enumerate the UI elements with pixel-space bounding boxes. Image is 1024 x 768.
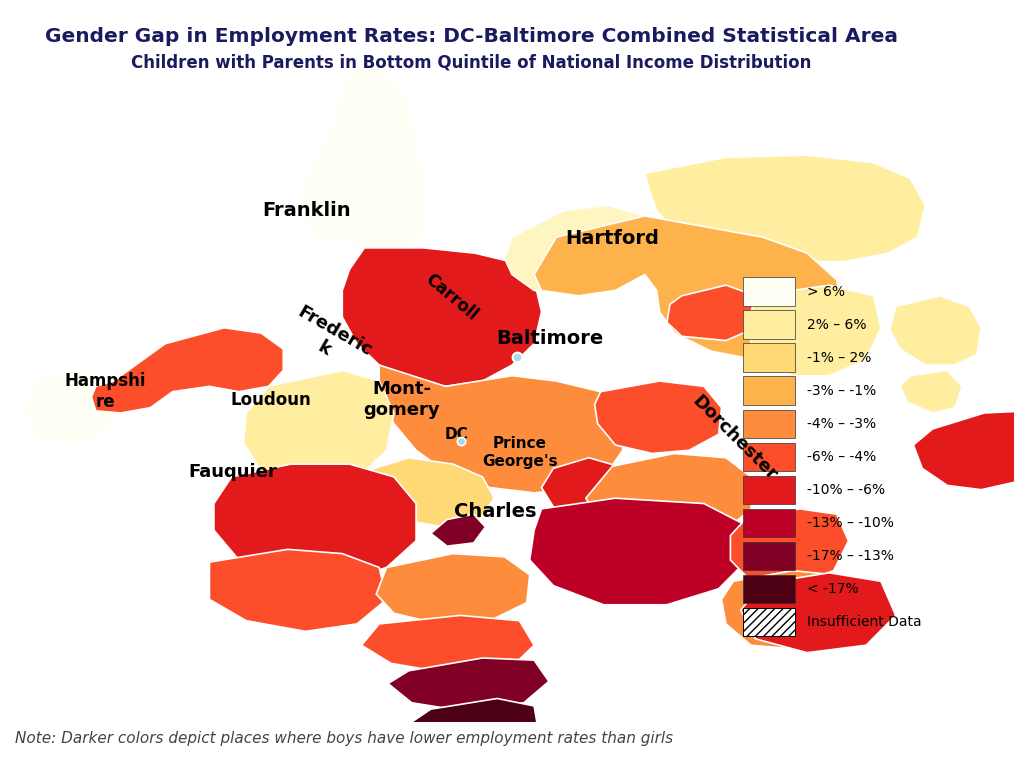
Text: -17% – -13%: -17% – -13% (807, 549, 894, 563)
Text: Dorchester: Dorchester (689, 392, 780, 484)
Text: < -17%: < -17% (807, 582, 859, 596)
Polygon shape (342, 248, 542, 386)
Text: Insufficient Data: Insufficient Data (807, 615, 922, 629)
Polygon shape (890, 296, 981, 365)
Bar (742, 475, 795, 504)
Text: Children with Parents in Bottom Quintile of National Income Distribution: Children with Parents in Bottom Quintile… (131, 54, 811, 71)
Text: Hampshi
re: Hampshi re (65, 372, 146, 411)
Polygon shape (214, 464, 416, 581)
Polygon shape (542, 458, 627, 515)
Text: -1% – 2%: -1% – 2% (807, 351, 871, 365)
Text: Prince
George's: Prince George's (482, 436, 558, 468)
Polygon shape (210, 549, 387, 631)
Text: Gender Gap in Employment Rates: DC-Baltimore Combined Statistical Area: Gender Gap in Employment Rates: DC-Balti… (44, 27, 898, 46)
Text: -10% – -6%: -10% – -6% (807, 483, 885, 497)
Polygon shape (505, 205, 659, 296)
Text: Carroll: Carroll (422, 270, 481, 324)
Bar (742, 574, 795, 603)
Polygon shape (431, 515, 485, 546)
Polygon shape (730, 509, 849, 585)
Bar (742, 607, 795, 636)
Text: Franklin: Franklin (262, 200, 350, 220)
Text: 2% – 6%: 2% – 6% (807, 318, 866, 332)
Polygon shape (667, 285, 756, 340)
Polygon shape (535, 216, 844, 359)
Text: > 6%: > 6% (807, 285, 845, 299)
Text: Loudoun: Loudoun (230, 391, 311, 409)
Text: Frederic
k: Frederic k (284, 303, 375, 378)
Polygon shape (749, 285, 881, 376)
Text: Baltimore: Baltimore (497, 329, 604, 349)
Text: Note: Darker colors depict places where boys have lower employment rates than gi: Note: Darker colors depict places where … (15, 731, 674, 746)
Text: Charles: Charles (454, 502, 537, 521)
Polygon shape (645, 155, 926, 262)
Text: DC: DC (445, 427, 469, 442)
Text: -3% – -1%: -3% – -1% (807, 384, 877, 398)
Polygon shape (595, 381, 722, 453)
Bar (742, 343, 795, 372)
Polygon shape (361, 615, 535, 674)
Text: Hartford: Hartford (565, 229, 659, 248)
Polygon shape (586, 453, 751, 541)
Polygon shape (298, 67, 424, 248)
Polygon shape (388, 658, 549, 711)
Bar (742, 508, 795, 537)
Bar (742, 442, 795, 471)
Polygon shape (529, 498, 745, 604)
Polygon shape (740, 573, 896, 653)
Bar (742, 376, 795, 405)
Text: -6% – -4%: -6% – -4% (807, 450, 877, 464)
Bar (742, 310, 795, 339)
Polygon shape (376, 554, 529, 624)
Text: Mont-
gomery: Mont- gomery (364, 380, 440, 419)
Polygon shape (409, 698, 539, 760)
Text: -4% – -3%: -4% – -3% (807, 417, 877, 431)
Bar (742, 277, 795, 306)
Polygon shape (244, 370, 394, 485)
Polygon shape (900, 370, 963, 413)
Polygon shape (91, 328, 284, 413)
Polygon shape (913, 411, 1024, 490)
Bar (742, 541, 795, 570)
Polygon shape (722, 571, 854, 650)
Polygon shape (361, 458, 495, 528)
Polygon shape (25, 370, 121, 445)
Text: -13% – -10%: -13% – -10% (807, 516, 894, 530)
Bar (742, 409, 795, 438)
Polygon shape (379, 365, 623, 493)
Text: Fauquier: Fauquier (188, 463, 278, 482)
